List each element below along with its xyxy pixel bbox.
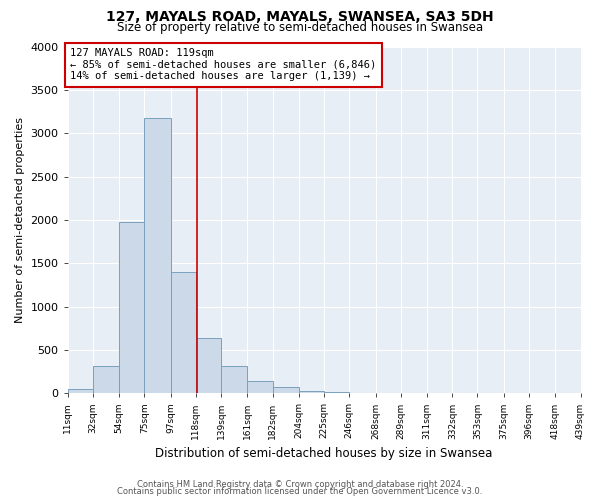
Bar	[247, 381, 272, 394]
Bar	[145, 118, 171, 394]
Y-axis label: Number of semi-detached properties: Number of semi-detached properties	[15, 117, 25, 323]
Bar	[299, 390, 324, 394]
Text: 127 MAYALS ROAD: 119sqm
← 85% of semi-detached houses are smaller (6,846)
14% of: 127 MAYALS ROAD: 119sqm ← 85% of semi-de…	[70, 48, 376, 82]
Bar	[93, 366, 119, 394]
Bar	[196, 338, 221, 394]
Bar	[221, 366, 247, 394]
Bar	[68, 389, 93, 394]
Bar	[119, 222, 145, 394]
Text: Size of property relative to semi-detached houses in Swansea: Size of property relative to semi-detach…	[117, 21, 483, 34]
X-axis label: Distribution of semi-detached houses by size in Swansea: Distribution of semi-detached houses by …	[155, 447, 493, 460]
Text: 127, MAYALS ROAD, MAYALS, SWANSEA, SA3 5DH: 127, MAYALS ROAD, MAYALS, SWANSEA, SA3 5…	[106, 10, 494, 24]
Bar	[272, 387, 299, 394]
Text: Contains HM Land Registry data © Crown copyright and database right 2024.: Contains HM Land Registry data © Crown c…	[137, 480, 463, 489]
Text: Contains public sector information licensed under the Open Government Licence v3: Contains public sector information licen…	[118, 487, 482, 496]
Bar	[324, 392, 349, 394]
Bar	[171, 272, 196, 394]
